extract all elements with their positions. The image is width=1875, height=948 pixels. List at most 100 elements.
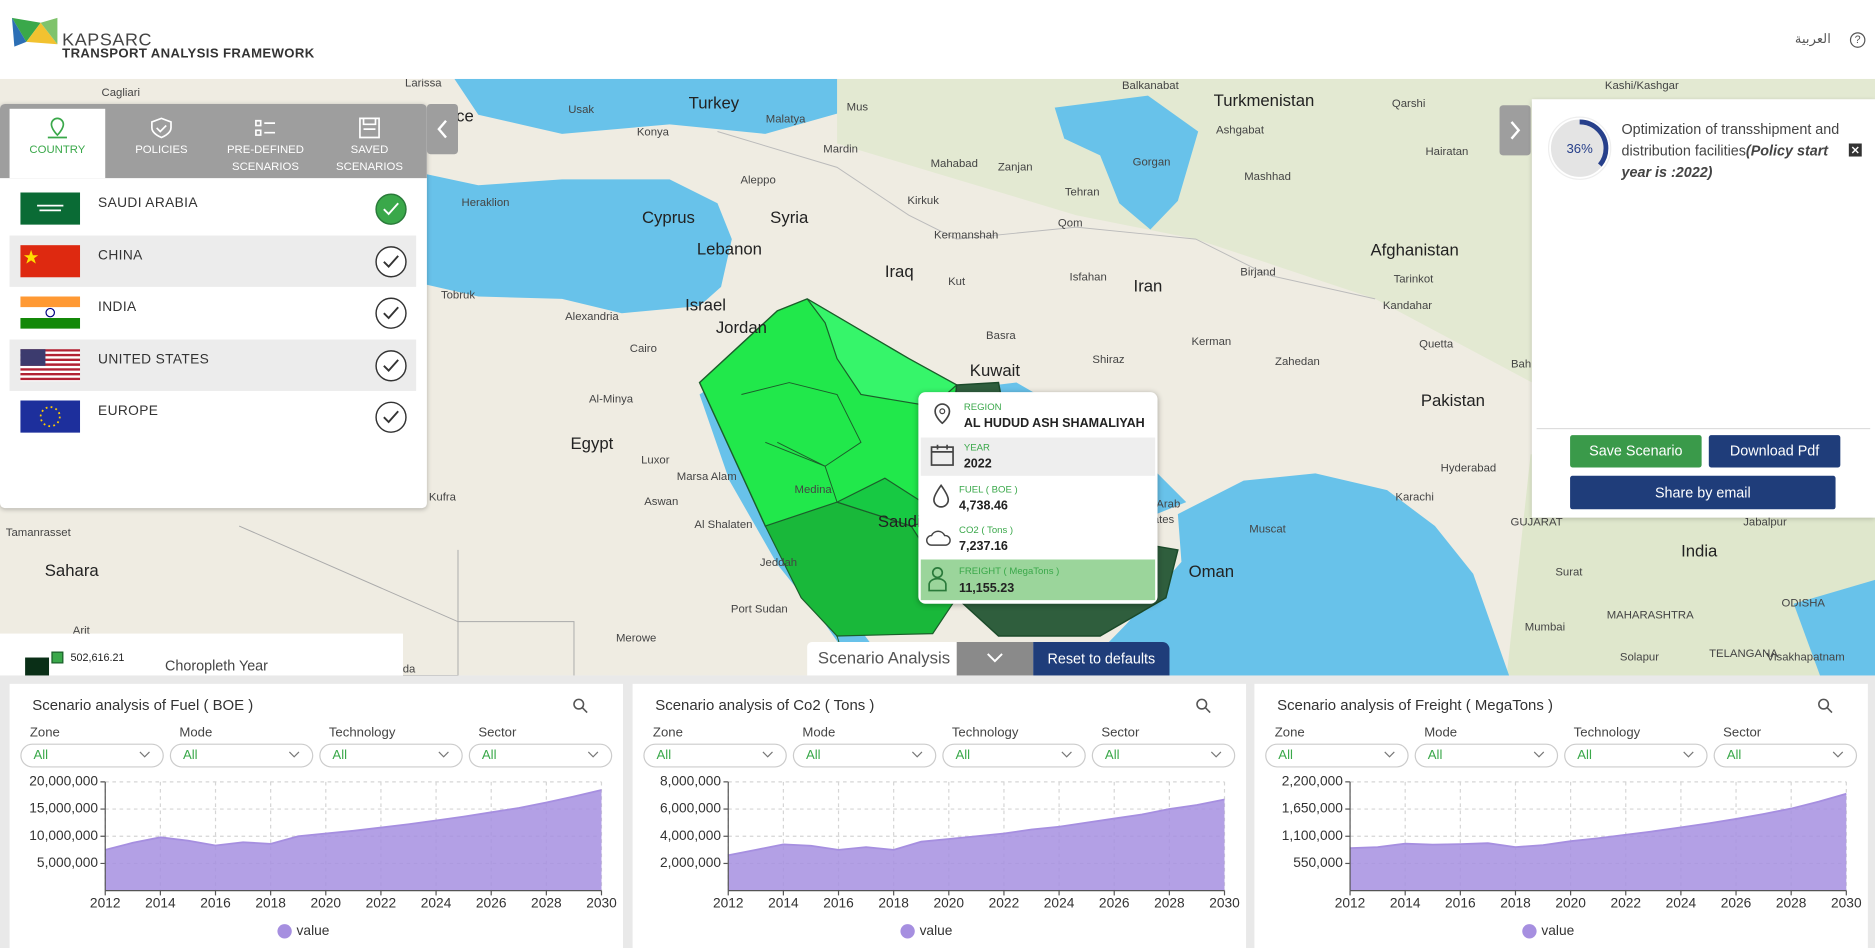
map-city-label: Isfahan — [1070, 271, 1107, 283]
filter-select[interactable]: All — [942, 743, 1086, 768]
map-city-label: Kandahar — [1383, 300, 1432, 312]
download-button[interactable]: Download Pdf — [1708, 435, 1841, 468]
map-city-label: Aswan — [644, 496, 678, 508]
tab[interactable]: PRE-DEFINED SCENARIOS — [218, 109, 314, 178]
tab-bar: COUNTRY POLICIES PRE-DEFINED SCENARIOS S… — [0, 104, 427, 179]
field-label: CO2 ( Tons ) — [959, 524, 1014, 536]
scenario-toggle[interactable] — [956, 641, 1034, 676]
check[interactable] — [374, 296, 407, 329]
map-city-label: Balkanabat — [1122, 80, 1180, 92]
check-mark — [383, 255, 399, 268]
check[interactable] — [374, 400, 407, 433]
filter-select[interactable]: All — [468, 743, 613, 768]
filter-select[interactable]: All — [20, 743, 164, 768]
save-button[interactable]: Save Scenario — [1570, 435, 1702, 468]
country-row[interactable]: EUROPE — [10, 391, 417, 442]
filter-select[interactable]: All — [1265, 743, 1409, 768]
map-country-label: Sahara — [45, 561, 100, 580]
filter-select[interactable]: All — [1713, 743, 1858, 768]
filter-select[interactable]: All — [169, 743, 314, 768]
map-city-label: Kut — [948, 276, 966, 288]
tab-icon — [359, 117, 380, 139]
x-tick-label: 2022 — [1610, 895, 1641, 910]
filter-select[interactable]: All — [319, 743, 463, 768]
x-tick-label: 2028 — [1154, 895, 1185, 910]
dropdown-icon — [1061, 751, 1072, 758]
policy-name: Optimization of transshipment and distri… — [1621, 120, 1840, 160]
map-city-label: Tarinkot — [1394, 274, 1435, 286]
x-tick-label: 2030 — [1209, 895, 1240, 910]
map-labels: Turkey Syria Iraq Iran Egypt Jordan Israel Leba… — [6, 79, 1845, 676]
zoom-button[interactable] — [1195, 697, 1212, 714]
row-bg — [920, 559, 1156, 601]
map-city-label: Usak — [568, 104, 594, 116]
filter-select[interactable]: All — [643, 743, 787, 768]
check[interactable] — [374, 245, 407, 278]
map-city-label: Al-Minya — [589, 393, 634, 405]
zoom-button[interactable] — [572, 697, 589, 714]
map-city-label: Luxor — [641, 454, 670, 466]
filter-label: Sector — [1101, 725, 1140, 741]
legend-label: value — [297, 923, 330, 938]
dropdown-icon — [762, 751, 773, 758]
check-circle — [375, 401, 407, 433]
x-tick-label: 2018 — [255, 895, 286, 910]
dropdown-icon — [762, 751, 773, 758]
map-city-label: Kermanshah — [934, 230, 998, 242]
collapse-right[interactable] — [1499, 105, 1531, 156]
dropdown-icon — [288, 751, 300, 758]
map-country-label: India — [1681, 542, 1718, 561]
chart-title: Scenario analysis of Co2 ( Tons ) — [655, 696, 875, 714]
tab[interactable]: SAVED SCENARIOS — [322, 109, 418, 178]
country-row[interactable]: UNITED STATES — [9, 339, 417, 391]
collapse-left[interactable] — [426, 104, 458, 155]
policy-text: Optimization of transshipment and distri… — [1622, 118, 1843, 183]
reset-button[interactable]: Reset to defaults — [1033, 641, 1170, 676]
area — [105, 790, 602, 891]
check[interactable] — [374, 192, 407, 225]
country-name: SAUDI ARABIA — [98, 196, 198, 211]
filter-select[interactable]: All — [1091, 743, 1236, 768]
tab[interactable]: COUNTRY — [9, 108, 106, 179]
map-country-label: Cyprus — [642, 208, 695, 227]
x-tick-label: 2014 — [145, 895, 176, 910]
dropdown-icon — [139, 751, 150, 758]
map-country-label: Pakistan — [1421, 391, 1485, 410]
chart-panel: Scenario analysis of Fuel ( BOE ) Zone All… — [9, 683, 624, 948]
calendar-icon — [930, 444, 954, 466]
x-tick-label: 2012 — [1335, 895, 1366, 910]
language-switch[interactable]: العربية — [1794, 32, 1831, 47]
check-circle — [375, 246, 407, 278]
y-tick-label: 2,200,000 — [1282, 773, 1343, 788]
map-city-label: Kashi/Kashgar — [1605, 80, 1679, 92]
map-city-label: Hairatan — [1425, 146, 1468, 158]
help-button[interactable]: ? — [1849, 32, 1866, 48]
scenario-select[interactable]: Scenario Analysis — [807, 641, 957, 676]
check[interactable] — [374, 349, 407, 382]
map-city-label: Jabalpur — [1743, 516, 1787, 528]
share-button[interactable]: Share by email — [1570, 475, 1836, 510]
country-row[interactable]: INDIA — [10, 287, 417, 338]
dropdown-icon — [1384, 751, 1395, 758]
chart-panel: Scenario analysis of Freight ( MegaTons … — [1254, 683, 1868, 948]
map-city-label: Ashgabat — [1216, 124, 1265, 136]
zoom-button[interactable] — [1816, 697, 1833, 714]
tab[interactable]: POLICIES — [114, 109, 210, 178]
y-tick-label: 550,000 — [1293, 855, 1343, 870]
filter-label: Mode — [802, 725, 836, 741]
remove-policy[interactable] — [1848, 143, 1862, 157]
map-country-label: Oman — [1189, 562, 1235, 581]
legend-marker — [51, 651, 64, 664]
country-row[interactable]: SAUDI ARABIA — [10, 183, 417, 234]
x-tick-label: 2022 — [989, 895, 1020, 910]
dropdown-icon — [288, 751, 300, 758]
filter-select[interactable]: All — [792, 743, 937, 768]
dropdown-icon — [438, 751, 449, 758]
map-city-label: Mumbai — [1525, 622, 1565, 634]
dropdown-icon — [1683, 751, 1694, 758]
filter-select[interactable]: All — [1564, 743, 1708, 768]
country-row[interactable]: CHINA — [9, 235, 417, 287]
filter-select[interactable]: All — [1414, 743, 1559, 768]
zoom-icon — [1204, 707, 1211, 714]
